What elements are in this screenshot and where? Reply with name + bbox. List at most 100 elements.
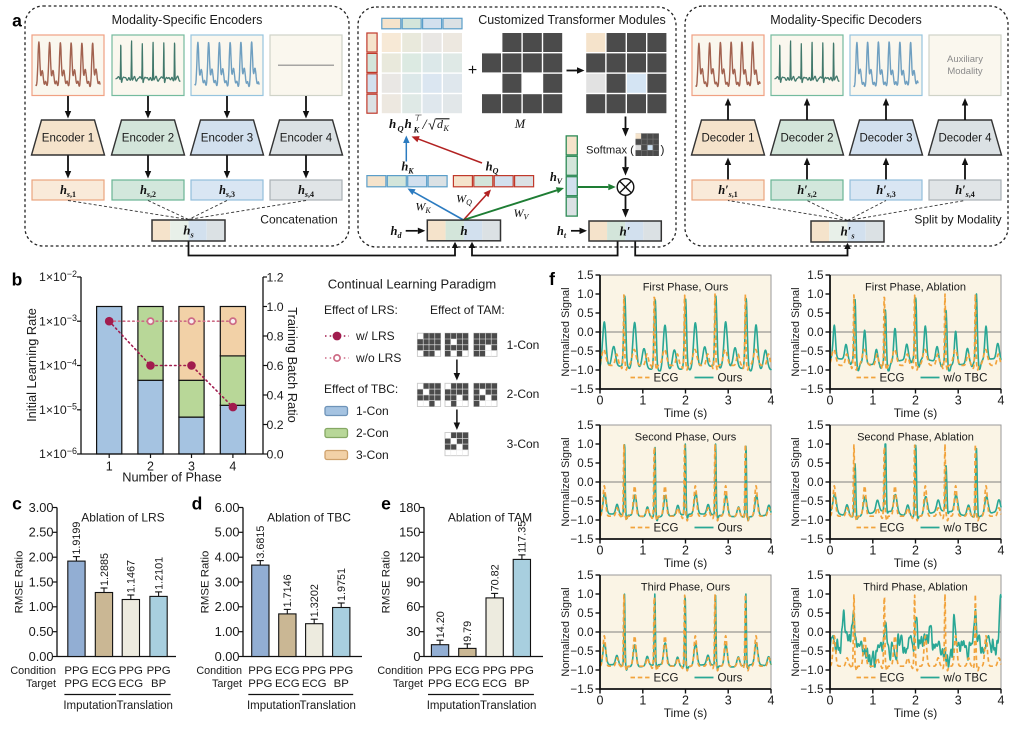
svg-text:3.00: 3.00 <box>29 500 54 515</box>
svg-text:h: h <box>405 116 412 131</box>
svg-text:90: 90 <box>406 574 420 589</box>
svg-text:Target: Target <box>393 678 423 690</box>
svg-text:2: 2 <box>682 394 689 408</box>
svg-text:1.0: 1.0 <box>807 588 824 601</box>
svg-text:−0.5: −0.5 <box>570 345 594 358</box>
svg-text:0.5: 0.5 <box>807 457 824 470</box>
svg-text:Normalized Signal: Normalized Signal <box>790 437 802 526</box>
svg-text:Number of Phase: Number of Phase <box>122 470 222 485</box>
svg-text:1.5: 1.5 <box>577 569 594 582</box>
svg-text:2.50: 2.50 <box>29 525 54 540</box>
svg-text:Initial Learning Rate: Initial Learning Rate <box>24 308 39 422</box>
svg-text:Translation: Translation <box>480 700 536 712</box>
svg-text:0.6: 0.6 <box>267 359 284 373</box>
svg-text:Effect of LRS:: Effect of LRS: <box>324 303 398 317</box>
svg-text:0: 0 <box>597 694 604 708</box>
svg-text:Q: Q <box>398 124 404 134</box>
svg-text:−1.0: −1.0 <box>570 514 594 527</box>
svg-text:Effect of TAM:: Effect of TAM: <box>430 303 505 317</box>
svg-text:0.5: 0.5 <box>577 607 594 620</box>
svg-text:w/o TBC: w/o TBC <box>943 373 988 385</box>
svg-text:−1.5: −1.5 <box>570 683 594 696</box>
svg-text:1.0: 1.0 <box>577 588 594 601</box>
svg-text:−1.5: −1.5 <box>570 533 594 546</box>
svg-text:1.5: 1.5 <box>577 419 594 432</box>
svg-text:Normalized Signal: Normalized Signal <box>560 437 572 526</box>
svg-text:BP: BP <box>514 678 529 690</box>
svg-text:ECG: ECG <box>92 678 117 690</box>
svg-text:−1.0: −1.0 <box>570 664 594 677</box>
svg-text:h: h <box>389 116 396 131</box>
svg-text:M: M <box>514 117 526 131</box>
svg-text:Second Phase, Ablation: Second Phase, Ablation <box>857 432 974 444</box>
svg-text:⊤: ⊤ <box>413 113 422 123</box>
svg-text:−1.0: −1.0 <box>800 664 824 677</box>
svg-text:Decoder 1: Decoder 1 <box>701 133 754 145</box>
svg-text:−0.5: −0.5 <box>800 345 824 358</box>
svg-text:BP: BP <box>334 678 349 690</box>
svg-text:ECG: ECG <box>880 673 905 685</box>
svg-text:1.2885: 1.2885 <box>99 553 111 586</box>
svg-text:3: 3 <box>725 394 732 408</box>
svg-text:Time (s): Time (s) <box>664 406 708 420</box>
svg-text:h′: h′ <box>620 223 631 238</box>
svg-text:PPG: PPG <box>510 665 534 677</box>
svg-text:3: 3 <box>955 394 962 408</box>
svg-text:d: d <box>192 494 203 514</box>
svg-text:2: 2 <box>682 544 689 558</box>
svg-text:Normalized Signal: Normalized Signal <box>560 287 572 376</box>
svg-text:2: 2 <box>912 694 919 708</box>
svg-text:1.0: 1.0 <box>807 438 824 451</box>
svg-text:0.0: 0.0 <box>807 626 824 639</box>
svg-text:0.00: 0.00 <box>215 649 240 664</box>
svg-text:h′s: h′s <box>840 224 854 241</box>
svg-text:Continual Learning Paradigm: Continual Learning Paradigm <box>328 277 496 292</box>
svg-text:f: f <box>549 269 555 289</box>
svg-text:1.0: 1.0 <box>267 300 284 314</box>
svg-text:4: 4 <box>768 394 775 408</box>
svg-text:PPG: PPG <box>64 678 88 690</box>
svg-text:4: 4 <box>998 694 1005 708</box>
svg-text:0.4: 0.4 <box>267 388 284 402</box>
svg-text:−1.5: −1.5 <box>800 533 824 546</box>
svg-text:1.50: 1.50 <box>29 574 54 589</box>
svg-text:9.79: 9.79 <box>462 621 474 642</box>
svg-text:PPG: PPG <box>329 665 353 677</box>
svg-text:0.5: 0.5 <box>807 307 824 320</box>
svg-text:1: 1 <box>106 460 113 474</box>
svg-text:ECG: ECG <box>118 678 143 690</box>
svg-text:Modality: Modality <box>947 66 983 77</box>
svg-text:Ours: Ours <box>718 373 743 385</box>
svg-text:+: + <box>468 62 477 79</box>
svg-text:BP: BP <box>151 678 166 690</box>
svg-text:h: h <box>460 223 467 238</box>
svg-text:1: 1 <box>869 694 876 708</box>
svg-text:K: K <box>443 124 450 133</box>
svg-text:1: 1 <box>639 544 646 558</box>
svg-text:−1.0: −1.0 <box>800 514 824 527</box>
svg-text:First Phase, Ablation: First Phase, Ablation <box>865 282 966 294</box>
svg-text:1.2: 1.2 <box>267 270 284 284</box>
svg-text:3.6815: 3.6815 <box>255 526 267 559</box>
svg-text:−0.5: −0.5 <box>570 645 594 658</box>
svg-text:Imputation: Imputation <box>63 700 117 712</box>
svg-text:Split by Modality: Split by Modality <box>914 213 1001 227</box>
svg-text:Decoder 2: Decoder 2 <box>780 133 833 145</box>
svg-text:3: 3 <box>955 694 962 708</box>
svg-text:d: d <box>437 117 444 131</box>
svg-text:Ablation of LRS: Ablation of LRS <box>81 511 164 525</box>
svg-text:Encoder 2: Encoder 2 <box>122 133 174 145</box>
svg-text:ECG: ECG <box>275 665 300 677</box>
svg-text:117.35: 117.35 <box>517 521 529 553</box>
svg-text:Effect of TBC:: Effect of TBC: <box>324 382 398 396</box>
svg-text:Encoder 1: Encoder 1 <box>42 133 94 145</box>
svg-text:2.00: 2.00 <box>215 599 240 614</box>
svg-text:1.0: 1.0 <box>577 288 594 301</box>
svg-text:RMSE Ratio: RMSE Ratio <box>14 551 26 614</box>
svg-text:1.5: 1.5 <box>807 569 824 582</box>
svg-text:hd: hd <box>391 224 403 240</box>
svg-text:0.0: 0.0 <box>577 626 594 639</box>
svg-text:4.00: 4.00 <box>215 550 240 565</box>
svg-text:150: 150 <box>399 525 420 540</box>
svg-text:√: √ <box>428 117 436 133</box>
